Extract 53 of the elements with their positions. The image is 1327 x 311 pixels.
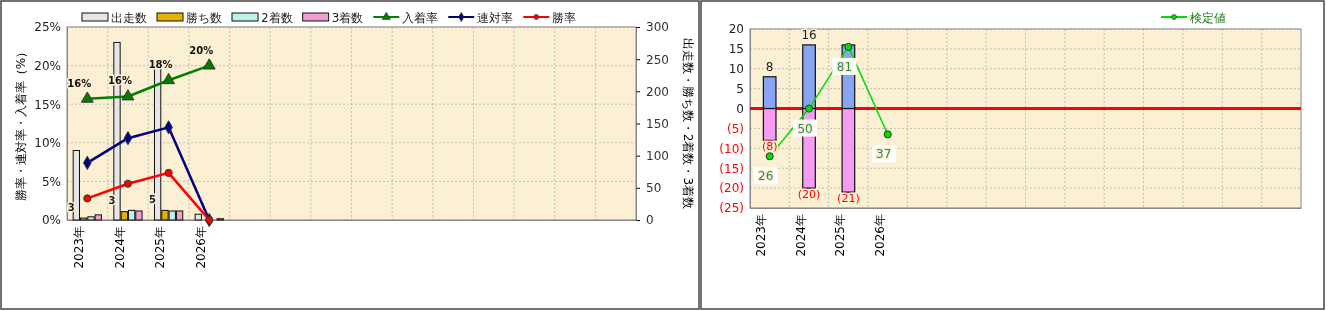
legend-label: 2着数 [261,10,293,25]
legend-label: 勝ち数 [186,10,222,25]
data-label: 16 [801,27,817,42]
x-tick-label: 2026年 [872,214,887,257]
y-tick-label: 10 [728,62,744,77]
y-tick-label: 5 [736,82,744,97]
y2-tick-label: 200 [646,84,669,99]
data-label: 16% [67,77,92,89]
y2-tick-label: 150 [646,116,669,131]
y2-tick-label: 100 [646,149,669,164]
y-tick-label: 10% [34,136,61,151]
y-tick-label: 25% [34,20,61,35]
data-label: 20% [189,44,214,56]
data-label: 8 [765,59,774,74]
annotation: 81 [836,59,853,74]
data-label: 18% [148,59,173,71]
data-label: (8) [761,140,778,154]
y-tick-label: 20% [34,58,61,73]
y-tick-label: (15) [719,161,744,176]
data-label: (20) [797,188,821,202]
y-tick-label: 15 [728,42,744,57]
y-axis-title: 勝率・連対率・入着率（%） [14,45,28,202]
y2-axis-title: 出走数・勝ち数・2着数・3着数 [681,37,695,210]
x-tick-label: 2023年 [72,226,87,269]
annotation: 26 [758,169,774,184]
y-tick-label: 15% [34,97,61,112]
annotation: 50 [797,121,813,136]
x-tick-label: 2025年 [153,226,168,269]
legend-label: 検定値 [1190,10,1226,25]
x-tick-label: 2023年 [754,214,769,257]
y-tick-label: (5) [727,121,744,136]
legend-label: 勝率 [552,10,577,25]
y2-tick-label: 0 [646,213,654,228]
legend-label: 入着率 [402,10,439,25]
y-tick-label: (10) [719,141,744,156]
x-tick-label: 2025年 [833,214,848,257]
x-tick-label: 2024年 [112,226,127,269]
x-tick-label: 2026年 [194,226,209,269]
annotation: 37 [876,147,892,162]
data-label: (21) [837,192,860,206]
y-tick-label: 5% [41,174,61,189]
y2-tick-label: 50 [646,181,662,196]
y-tick-label: 20 [728,22,744,37]
legend-label: 出走数 [111,10,147,25]
y-tick-label: 0 [736,101,744,116]
legend-label: 3着数 [331,10,364,25]
y2-tick-label: 250 [646,52,669,67]
x-tick-label: 2024年 [793,214,808,257]
y-tick-label: (20) [719,181,744,196]
y-tick-label: 0% [41,213,61,228]
legend-label: 連対率 [477,10,514,25]
y2-tick-label: 300 [646,20,669,35]
y-tick-label: (25) [719,201,744,216]
